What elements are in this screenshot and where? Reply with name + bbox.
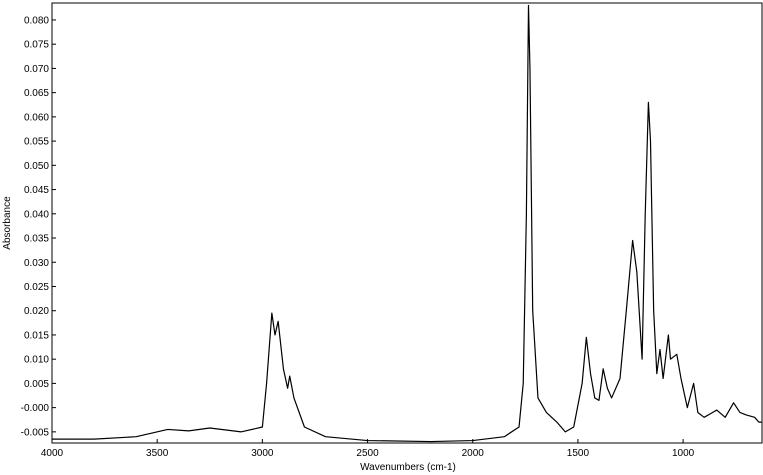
y-tick-label: 0.025 — [24, 282, 49, 293]
x-tick-label: 4000 — [41, 448, 64, 459]
y-tick-label: 0.060 — [24, 112, 49, 123]
x-tick-label: 1500 — [567, 448, 590, 459]
y-tick-label: 0.075 — [24, 40, 49, 51]
y-tick-label: 0.045 — [24, 185, 49, 196]
y-tick-label: 0.020 — [24, 306, 49, 317]
y-tick-label: -0.005 — [21, 427, 50, 438]
y-tick-label: 0.030 — [24, 258, 49, 269]
x-tick-label: 2500 — [356, 448, 379, 459]
plot-frame — [51, 2, 763, 444]
y-tick-label: 0.070 — [24, 64, 49, 75]
x-tick-label: 3500 — [146, 448, 169, 459]
y-tick-label: 0.050 — [24, 161, 49, 172]
spectrum-line — [52, 4, 762, 443]
y-tick-label: 0.005 — [24, 379, 49, 390]
y-axis-label: Absorbance — [2, 196, 13, 250]
y-tick-label: 0.065 — [24, 88, 49, 99]
y-tick-label: 0.080 — [24, 15, 49, 26]
y-tick-label: 0.040 — [24, 209, 49, 220]
x-tick-label: 1000 — [672, 448, 695, 459]
y-tick-label: 0.055 — [24, 137, 49, 148]
y-tick-label: -0.000 — [21, 403, 50, 414]
x-tick-label: 2000 — [462, 448, 485, 459]
y-tick-label: 0.035 — [24, 234, 49, 245]
x-tick-label: 3000 — [251, 448, 274, 459]
y-tick-label: 0.010 — [24, 355, 49, 366]
y-tick-label: 0.015 — [24, 330, 49, 341]
x-axis-label: Wavenumbers (cm-1) — [360, 462, 456, 473]
